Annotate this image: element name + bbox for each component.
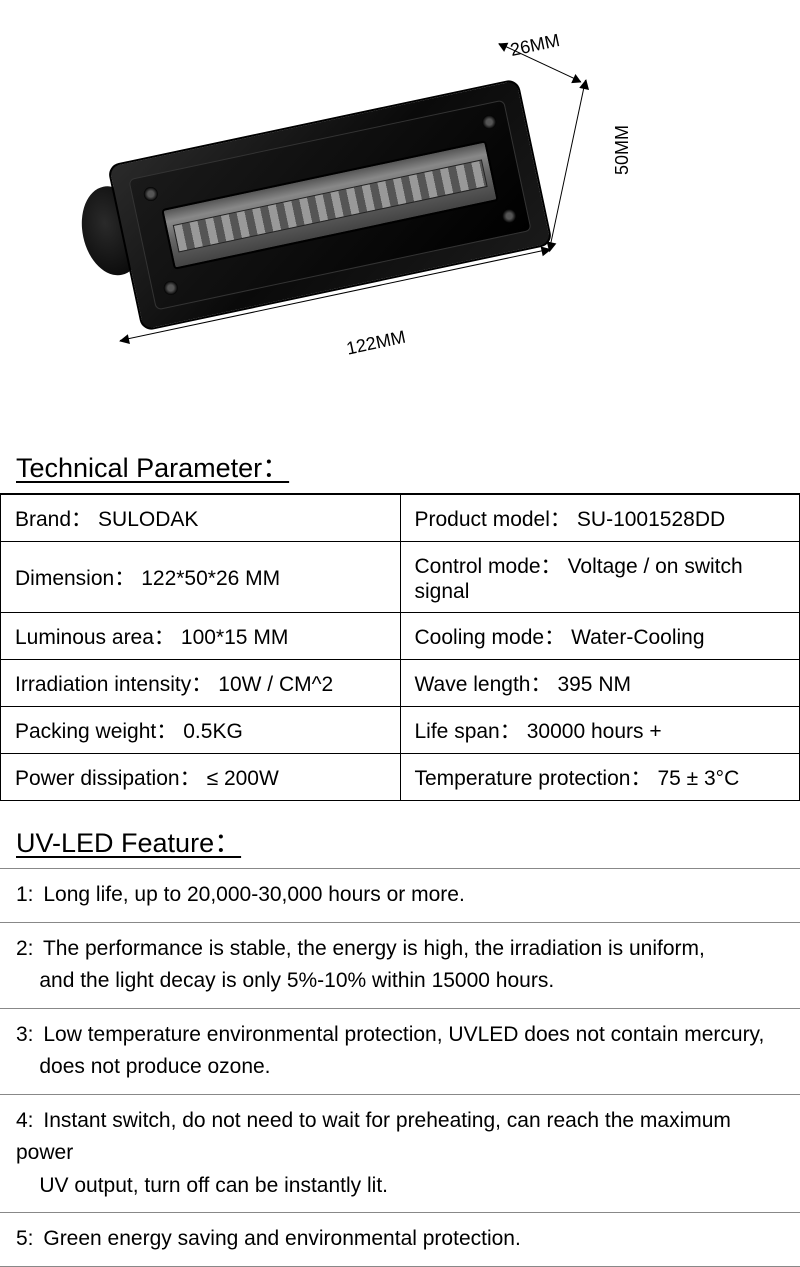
feature-number: 1:: [16, 883, 34, 906]
param-value: 30000 hours +: [527, 720, 662, 743]
feature-text: and the light decay is only 5%-10% withi…: [39, 969, 554, 992]
feature-text: UV output, turn off can be instantly lit…: [39, 1174, 388, 1197]
table-row: Packing weight： 0.5KG Life span： 30000 hou…: [1, 707, 800, 754]
feature-number: 3:: [16, 1023, 34, 1046]
feature-text: does not produce ozone.: [39, 1055, 270, 1078]
dimension-line-height: [549, 80, 586, 251]
feature-text: Instant switch, do not need to wait for …: [16, 1109, 731, 1165]
param-value: Water-Cooling: [571, 626, 704, 649]
param-label: Luminous area：: [15, 626, 175, 649]
feature-text: Long life, up to 20,000-30,000 hours or …: [43, 883, 464, 906]
feature-item: 4: Instant switch, do not need to wait f…: [0, 1095, 800, 1214]
table-row: Luminous area： 100*15 MM Cooling mode：Wat…: [1, 613, 800, 660]
feature-text: Low temperature environmental protection…: [43, 1023, 764, 1046]
product-diagram: 122MM 50MM 26MM: [0, 0, 800, 440]
param-value: 10W / CM^2: [218, 673, 333, 696]
param-value: 122*50*26 MM: [141, 567, 280, 590]
feature-list: 1: Long life, up to 20,000-30,000 hours …: [0, 868, 800, 1267]
dimension-height: 50MM: [612, 125, 633, 175]
feature-number: 4:: [16, 1109, 34, 1132]
param-label: Cooling mode：: [415, 626, 566, 649]
param-label: Product model：: [415, 508, 571, 531]
param-label: Brand：: [15, 508, 92, 531]
param-label: Life span：: [415, 720, 521, 743]
technical-parameter-table: Brand： SULODAK Product model： SU-1001528DD…: [0, 494, 800, 801]
table-row: Brand： SULODAK Product model： SU-1001528DD: [1, 495, 800, 542]
param-label: Power dissipation：: [15, 767, 201, 790]
feature-item: 3: Low temperature environmental protect…: [0, 1009, 800, 1095]
param-value: SULODAK: [98, 508, 198, 531]
table-row: Irradiation intensity： 10W / CM^2 Wave le…: [1, 660, 800, 707]
feature-text: The performance is stable, the energy is…: [43, 937, 705, 960]
table-row: Dimension：122*50*26 MM Control mode：Volt…: [1, 542, 800, 613]
feature-number: 5:: [16, 1227, 34, 1250]
dimension-depth: 26MM: [508, 30, 561, 61]
feature-text: Green energy saving and environmental pr…: [43, 1227, 520, 1250]
param-label: Temperature protection：: [415, 767, 652, 790]
param-label: Wave length：: [415, 673, 552, 696]
param-value: ≤ 200W: [207, 767, 279, 790]
table-row: Power dissipation： ≤ 200W Temperature pro…: [1, 754, 800, 801]
uv-led-feature-heading: UV-LED Feature：: [0, 815, 800, 868]
param-value: 75 ± 3°C: [657, 767, 739, 790]
device-illustration: [107, 78, 553, 332]
feature-item: 5: Green energy saving and environmental…: [0, 1213, 800, 1267]
technical-parameter-heading: Technical Parameter：: [0, 440, 800, 494]
param-label: Dimension：: [15, 567, 135, 590]
param-value: 100*15 MM: [181, 626, 288, 649]
param-value: 0.5KG: [183, 720, 243, 743]
param-label: Irradiation intensity：: [15, 673, 212, 696]
param-value: 395 NM: [557, 673, 631, 696]
feature-number: 2:: [16, 937, 34, 960]
dimension-width: 122MM: [198, 295, 554, 390]
feature-item: 2: The performance is stable, the energy…: [0, 923, 800, 1009]
feature-item: 1: Long life, up to 20,000-30,000 hours …: [0, 868, 800, 923]
param-value: SU-1001528DD: [577, 508, 725, 531]
param-label: Control mode：: [415, 555, 562, 578]
param-label: Packing weight：: [15, 720, 177, 743]
